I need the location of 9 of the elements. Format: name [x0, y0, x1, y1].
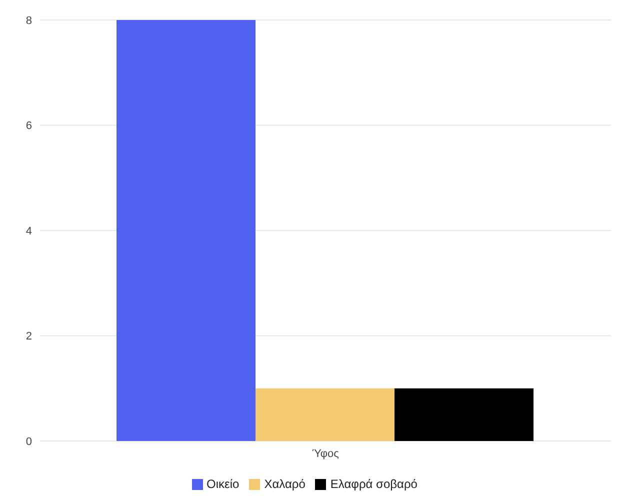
- y-tick-label: 4: [26, 225, 32, 238]
- x-tick-label: Ύφος: [312, 448, 339, 460]
- y-tick-label: 6: [26, 120, 32, 132]
- legend-label: Χαλαρό: [264, 477, 306, 491]
- y-tick-label: 0: [26, 436, 32, 448]
- legend-label: Οικείο: [206, 477, 240, 491]
- y-tick-label: 8: [26, 14, 32, 27]
- legend-label: Ελαφρά σοβαρό: [330, 477, 418, 491]
- y-tick-label: 2: [26, 330, 32, 343]
